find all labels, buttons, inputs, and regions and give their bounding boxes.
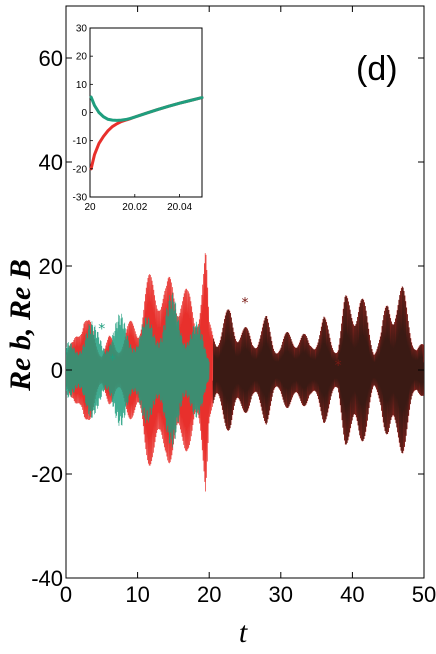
inset-y-tick-label-6: 30 [76, 24, 88, 35]
y-tick-label-2: 0 [51, 358, 63, 383]
inset-series-1 [89, 95, 204, 122]
x-tick-label-5: 50 [412, 582, 436, 607]
inset-chart: 20 20.02 20.04 -30 -20 -10 0 10 20 30 [73, 24, 204, 213]
inset-y-tick-label-3: 0 [81, 108, 87, 119]
inset-y-tick-label-1: -20 [73, 164, 88, 175]
inset-x-tick-label-1: 20.02 [122, 202, 147, 213]
x-tick-label-4: 40 [340, 582, 364, 607]
marker-3: * [335, 358, 342, 374]
inset-y-tick-label-0: -30 [73, 193, 88, 204]
x-axis-label: t [239, 616, 248, 649]
y-tick-label-1: -20 [31, 462, 63, 487]
y-axis-label: Re b, Re B [4, 259, 37, 392]
x-tick-label-2: 20 [197, 582, 221, 607]
marker-2: * [242, 295, 249, 311]
x-tick-label-1: 10 [125, 582, 149, 607]
x-tick-label-3: 30 [269, 582, 293, 607]
y-tick-label-4: 40 [39, 150, 63, 175]
inset-x-tick-label-2: 20.04 [167, 202, 192, 213]
marker-1: * [109, 353, 116, 369]
inset-y-tick-label-4: 10 [76, 80, 88, 91]
y-tick-label-5: 60 [39, 46, 63, 71]
y-tick-label-0: -40 [31, 566, 63, 591]
inset-y-tick-label-2: -10 [73, 136, 88, 147]
panel-label: (d) [356, 50, 398, 88]
series-dark-line [212, 286, 424, 454]
inset-y-tick-label-5: 20 [76, 52, 88, 63]
x-tick-label-0: 0 [60, 582, 72, 607]
y-tick-label-3: 20 [39, 254, 63, 279]
inset-x-tick-label-0: 20 [84, 202, 96, 213]
marker-0: * [98, 321, 105, 337]
series-teal-line [66, 292, 210, 448]
